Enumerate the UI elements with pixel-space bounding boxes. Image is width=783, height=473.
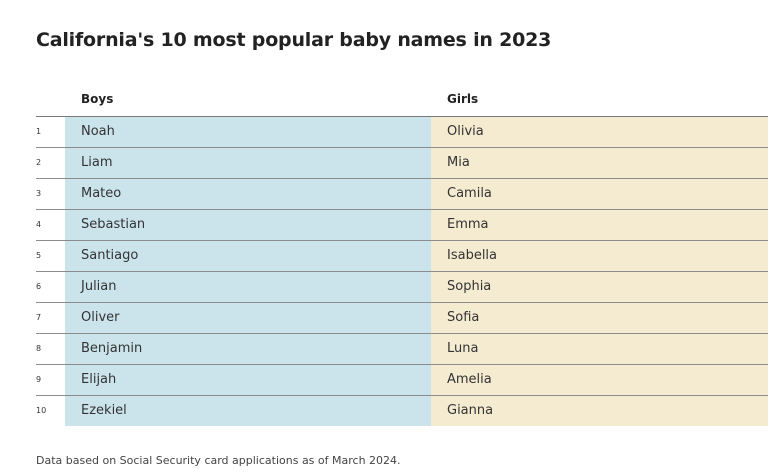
girl-name-cell: Camila [431,179,768,209]
table-row: 9 Elijah Amelia [36,365,768,396]
boy-name-cell: Santiago [65,241,431,271]
boy-name-cell: Oliver [65,303,431,333]
table-row: 5 Santiago Isabella [36,241,768,272]
boy-name-cell: Ezekiel [65,396,431,426]
table-row: 6 Julian Sophia [36,272,768,303]
girl-name-cell: Emma [431,210,768,240]
boy-name-cell: Julian [65,272,431,302]
girl-name-cell: Mia [431,148,768,178]
girl-name-cell: Luna [431,334,768,364]
table-row: 4 Sebastian Emma [36,210,768,241]
table-row: 1 Noah Olivia [36,117,768,148]
boy-name-cell: Elijah [65,365,431,395]
table-row: 10 Ezekiel Gianna [36,396,768,426]
girl-name-cell: Sofia [431,303,768,333]
rank-cell: 6 [36,282,42,291]
table-row: 7 Oliver Sofia [36,303,768,334]
page-title: California's 10 most popular baby names … [36,29,552,51]
girl-name-cell: Gianna [431,396,768,426]
girl-name-cell: Olivia [431,117,768,147]
boy-name-cell: Liam [65,148,431,178]
rank-cell: 2 [36,158,42,167]
table-row: 8 Benjamin Luna [36,334,768,365]
source-note: Data based on Social Security card appli… [36,454,401,467]
boy-name-cell: Sebastian [65,210,431,240]
rank-cell: 4 [36,220,42,229]
girls-column-header: Girls [447,92,479,106]
boys-column-header: Boys [81,92,114,106]
rank-cell: 1 [36,127,42,136]
boy-name-cell: Benjamin [65,334,431,364]
rank-cell: 10 [36,406,47,415]
rank-cell: 5 [36,251,42,260]
boy-name-cell: Noah [65,117,431,147]
girl-name-cell: Amelia [431,365,768,395]
rank-cell: 7 [36,313,42,322]
table-header: Boys Girls [36,86,768,117]
rank-cell: 9 [36,375,42,384]
boy-name-cell: Mateo [65,179,431,209]
rank-cell: 8 [36,344,42,353]
rank-cell: 3 [36,189,42,198]
girl-name-cell: Isabella [431,241,768,271]
table-row: 2 Liam Mia [36,148,768,179]
names-table: Boys Girls 1 Noah Olivia 2 Liam Mia 3 Ma… [36,86,768,426]
girl-name-cell: Sophia [431,272,768,302]
table-row: 3 Mateo Camila [36,179,768,210]
